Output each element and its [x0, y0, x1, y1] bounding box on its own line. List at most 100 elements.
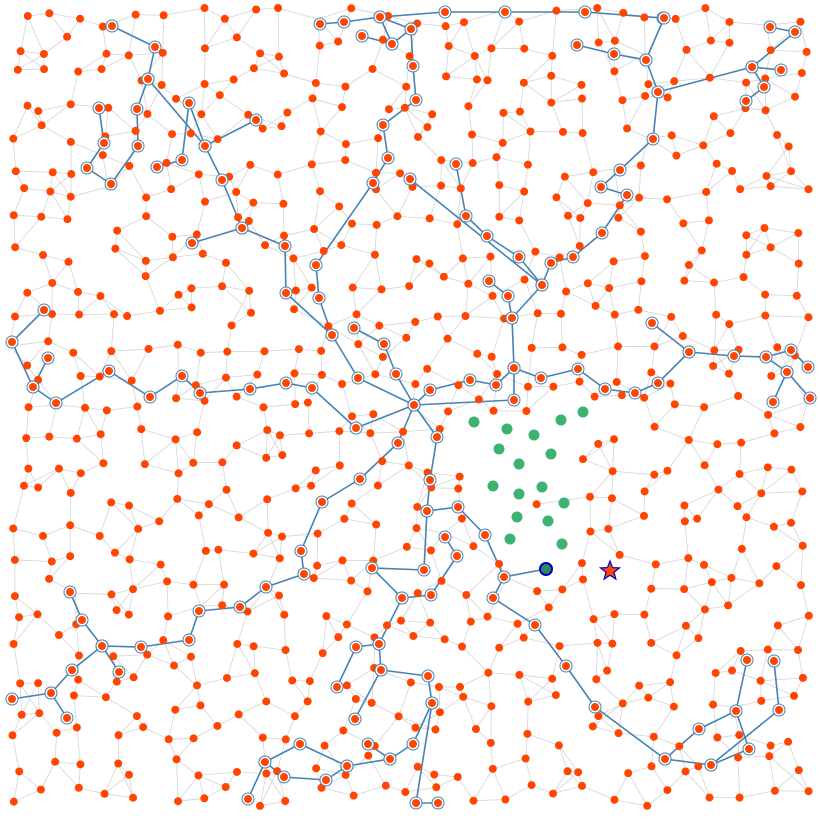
mesh-edge — [492, 279, 525, 297]
mesh-edge — [581, 98, 584, 134]
mesh-edge — [446, 75, 477, 80]
graph-node — [46, 187, 55, 196]
mesh-edge — [473, 768, 494, 801]
mesh-edge — [770, 232, 799, 248]
graph-node — [234, 213, 243, 222]
graph-node — [193, 428, 202, 437]
graph-node — [413, 589, 422, 598]
graph-node — [19, 481, 28, 490]
mesh-edge — [487, 616, 518, 625]
mesh-edge — [614, 40, 646, 55]
tree-edge — [111, 25, 206, 147]
mesh-edge — [118, 726, 144, 736]
mesh-edge — [231, 290, 250, 326]
mesh-edge — [293, 287, 312, 310]
mesh-edge — [788, 146, 792, 172]
mesh-edge — [581, 346, 619, 356]
tree-node — [500, 573, 508, 581]
mesh-edge — [688, 264, 715, 283]
tree-edge — [413, 404, 547, 578]
graph-node — [281, 735, 290, 744]
mesh-edge — [765, 78, 796, 98]
mesh-edge — [666, 191, 707, 200]
graph-node — [578, 129, 587, 138]
mesh-edge — [766, 175, 809, 190]
mesh-edge — [518, 191, 525, 221]
tree-node — [581, 8, 589, 16]
graph-node — [261, 241, 270, 250]
tree-node — [742, 97, 750, 105]
mesh-edge — [166, 162, 199, 175]
graph-node — [714, 485, 723, 494]
mesh-edge — [346, 667, 375, 686]
graph-node — [96, 430, 105, 439]
mesh-edge — [285, 716, 296, 740]
mesh-edge — [192, 432, 198, 463]
mesh-edge — [14, 216, 42, 248]
mesh-edge — [266, 499, 269, 533]
mesh-edge — [739, 473, 762, 494]
mesh-edge — [17, 68, 45, 71]
graph-node — [681, 767, 690, 776]
graph-node — [23, 101, 32, 110]
mesh-edge — [431, 476, 460, 488]
graph-node — [187, 284, 196, 293]
tree-edge — [657, 26, 796, 93]
mesh-edge — [653, 736, 680, 747]
mesh-edge — [685, 609, 706, 627]
mesh-edge — [162, 15, 165, 53]
mesh-edge — [638, 165, 642, 198]
tree-node — [423, 507, 431, 515]
graph-node — [787, 167, 796, 176]
graph-node — [95, 372, 104, 381]
mesh-edge — [465, 295, 493, 317]
graph-node — [554, 741, 563, 750]
mesh-edge — [404, 107, 433, 115]
graph-node — [189, 458, 198, 467]
graph-node — [324, 322, 333, 331]
mesh-edge — [386, 624, 414, 637]
mesh-edge — [13, 124, 42, 140]
graph-node — [164, 612, 173, 621]
graph-node — [294, 345, 303, 354]
graph-node — [246, 308, 255, 317]
mesh-edge — [225, 351, 228, 378]
mesh-edge — [135, 14, 164, 16]
mesh-edge — [683, 558, 689, 590]
mesh-edge — [129, 528, 139, 560]
mesh-edge — [638, 309, 672, 318]
mesh-edge — [129, 559, 134, 590]
tree-node — [343, 762, 351, 770]
graph-node — [377, 285, 386, 294]
graph-node — [37, 212, 46, 221]
graph-node — [229, 75, 238, 84]
mesh-edge — [224, 9, 257, 20]
graph-node — [173, 494, 182, 503]
mesh-edge — [174, 685, 198, 710]
graph-node — [501, 795, 510, 804]
mesh-edge — [800, 585, 810, 616]
mesh-edge — [468, 80, 488, 107]
graph-node — [214, 545, 223, 554]
mesh-edge — [596, 678, 624, 704]
mesh-edge — [527, 347, 533, 387]
graph-node — [16, 47, 25, 56]
graph-node — [713, 440, 722, 449]
graph-node — [650, 422, 659, 431]
tree-node — [252, 116, 260, 124]
mesh-edge — [58, 468, 72, 494]
mesh-edge — [643, 17, 646, 55]
graph-node — [643, 801, 652, 810]
mesh-edge — [727, 582, 760, 606]
graph-node — [402, 82, 411, 91]
mesh-edge — [614, 314, 619, 347]
tree-node — [398, 594, 406, 602]
graph-node — [520, 187, 529, 196]
graph-node — [315, 41, 324, 50]
tree-node — [144, 75, 152, 83]
mesh-edge — [281, 533, 318, 537]
mesh-edge — [426, 338, 448, 370]
graph-node — [710, 346, 719, 355]
mesh-edge — [503, 112, 531, 132]
graph-node — [547, 71, 556, 80]
